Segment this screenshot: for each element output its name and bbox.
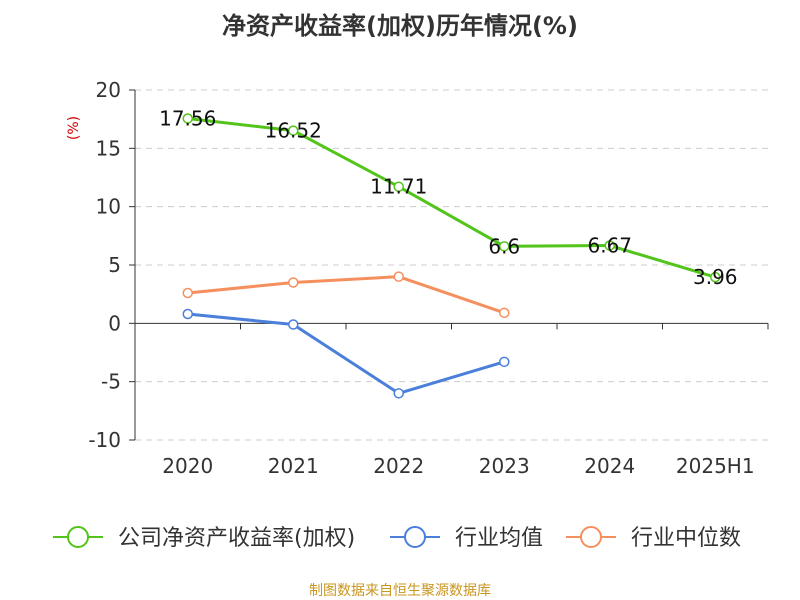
legend-marker bbox=[67, 526, 89, 548]
legend: 公司净资产收益率(加权) 行业均值 行业中位数 bbox=[53, 526, 741, 551]
y-tick-label: -10 bbox=[88, 428, 121, 452]
source-note: 制图数据来自恒生聚源数据库 bbox=[309, 583, 491, 599]
x-tick-label: 2022 bbox=[373, 454, 424, 478]
series-line bbox=[187, 312, 505, 395]
legend-item: 行业中位数 bbox=[566, 526, 741, 551]
legend-label: 行业均值 bbox=[455, 526, 543, 551]
data-label-layer: 17.56 16.52 11.71 6.6 6.67 3.96 bbox=[159, 106, 737, 289]
data-point bbox=[288, 277, 299, 288]
legend-marker bbox=[580, 526, 602, 548]
data-point bbox=[182, 287, 193, 299]
y-tick-label: 20 bbox=[96, 78, 121, 102]
data-point bbox=[393, 388, 404, 399]
y-axis-label: (%) bbox=[66, 116, 82, 140]
data-point bbox=[393, 271, 404, 282]
y-tick-label: 5 bbox=[108, 253, 121, 277]
legend-label: 行业中位数 bbox=[631, 526, 741, 551]
data-point bbox=[499, 307, 510, 319]
data-point bbox=[182, 113, 193, 124]
data-label: 6.67 bbox=[587, 234, 632, 258]
data-point bbox=[288, 319, 299, 330]
x-tick-label: 2023 bbox=[479, 454, 530, 478]
axis-layer: 20 15 10 5 0 -5 -10 2020 2021 2022 2023 2024 2025H1 (… bbox=[66, 78, 769, 478]
x-tick-label: 2024 bbox=[584, 454, 635, 478]
data-point bbox=[182, 308, 193, 320]
data-label: 6.6 bbox=[488, 234, 520, 258]
data-point bbox=[393, 181, 404, 192]
legend-label: 公司净资产收益率(加权) bbox=[118, 526, 355, 551]
x-tick-label: 2025H1 bbox=[676, 454, 755, 478]
x-tick-label: 2021 bbox=[268, 454, 319, 478]
data-label: 3.96 bbox=[693, 265, 738, 289]
series-layer bbox=[182, 113, 721, 399]
series-1 bbox=[182, 308, 510, 399]
data-point bbox=[710, 271, 721, 283]
y-tick-label: 0 bbox=[108, 311, 121, 335]
data-label: 17.56 bbox=[159, 106, 216, 130]
data-point bbox=[499, 241, 510, 252]
y-tick-label: 15 bbox=[96, 136, 121, 160]
data-label: 11.71 bbox=[370, 175, 427, 199]
legend-item: 行业均值 bbox=[390, 526, 543, 551]
series-2 bbox=[182, 271, 510, 319]
chart-title: 净资产收益率(加权)历年情况(%) bbox=[222, 12, 578, 40]
y-tick-label: -5 bbox=[101, 370, 121, 394]
x-tick-label: 2020 bbox=[162, 454, 213, 478]
legend-item: 公司净资产收益率(加权) bbox=[53, 526, 355, 551]
data-label: 16.52 bbox=[265, 119, 322, 143]
data-point bbox=[499, 356, 510, 368]
series-line bbox=[187, 275, 505, 315]
legend-marker bbox=[404, 526, 426, 548]
y-tick-label: 10 bbox=[96, 195, 121, 219]
series-line bbox=[187, 116, 716, 279]
data-point bbox=[604, 240, 615, 251]
series-0 bbox=[182, 113, 721, 283]
data-point bbox=[288, 125, 299, 136]
